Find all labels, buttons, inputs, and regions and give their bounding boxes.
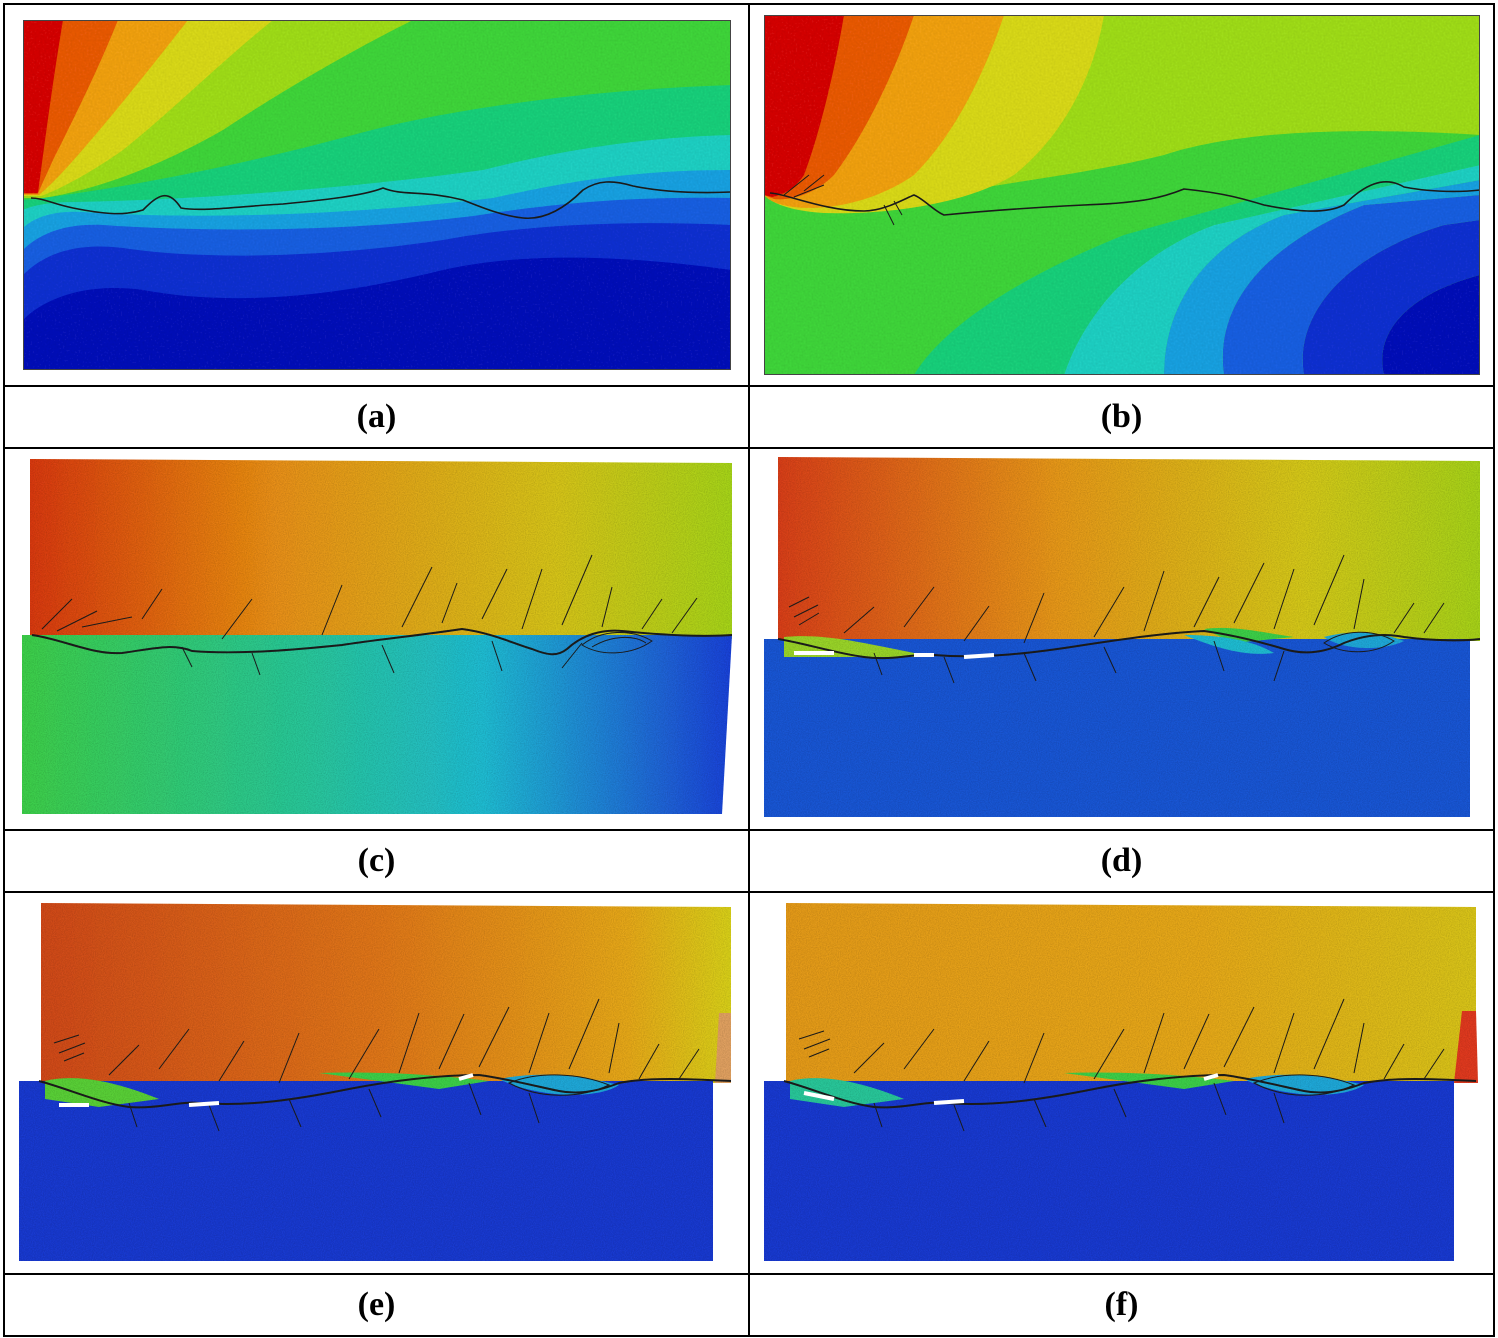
panel-d-caption-cell: (d) [748,829,1495,893]
panel-c-image [21,459,732,814]
panel-b-cell [748,3,1495,387]
panel-a-image [22,20,731,370]
panel-b-caption-cell: (b) [748,385,1495,449]
panel-c-cell [3,447,750,831]
panel-c-caption: (c) [357,842,396,879]
panel-e-caption-cell: (e) [3,1273,750,1337]
panel-e-caption: (e) [357,1286,396,1323]
panel-f-caption: (f) [1104,1286,1139,1323]
panel-a-cell [3,3,750,387]
panel-a-caption-cell: (a) [3,385,750,449]
panel-f-caption-cell: (f) [748,1273,1495,1337]
panel-d-cell [748,447,1495,831]
figure-grid: (a) (b) [3,3,1495,1337]
panel-c-caption-cell: (c) [3,829,750,893]
panel-e-image [18,903,731,1261]
panel-d-caption: (d) [1100,842,1143,879]
panel-b-image [763,15,1480,375]
panel-b-caption: (b) [1100,398,1143,435]
panel-d-image [763,457,1480,817]
panel-a-caption: (a) [356,398,397,435]
panel-f-image [763,903,1478,1261]
panel-f-cell [748,891,1495,1275]
panel-e-cell [3,891,750,1275]
